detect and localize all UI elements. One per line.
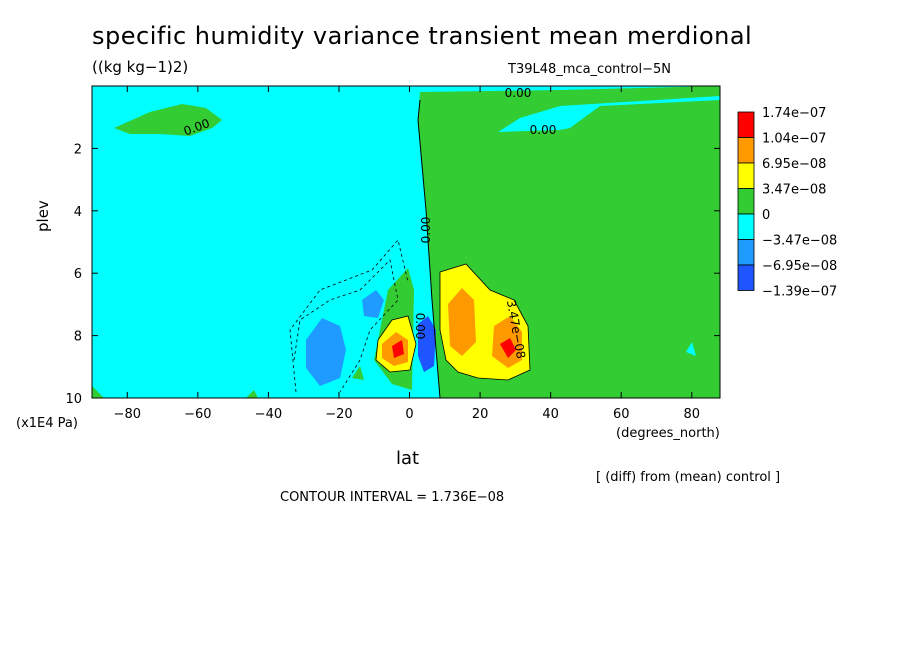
colorbar-label: 0 xyxy=(762,208,770,223)
colorbar-swatch xyxy=(737,213,755,240)
colorbar-label: 1.04e−07 xyxy=(762,132,826,147)
colorbar-swatch xyxy=(737,162,755,189)
field-blue-south-2 xyxy=(362,290,384,318)
contour-pos-line-2 xyxy=(375,315,417,373)
contour-interval-text: CONTOUR INTERVAL = 1.736E−08 xyxy=(280,490,505,505)
y-axis-label: plev xyxy=(34,200,52,232)
colorbar-swatch xyxy=(737,111,755,138)
y-tick-label: 4 xyxy=(74,205,82,220)
field-cyan-notch xyxy=(498,96,720,132)
contour-neg-dashed-1 xyxy=(293,259,399,393)
x-tick-label: 60 xyxy=(613,407,630,422)
colorbar-label: −6.95e−08 xyxy=(762,259,837,274)
x-tick-label: −80 xyxy=(114,407,141,422)
x-tick-label: −20 xyxy=(325,407,352,422)
x-tick-label: 80 xyxy=(684,407,701,422)
contour-label: 0.00 xyxy=(419,217,433,244)
y-tick-label: 2 xyxy=(74,142,82,157)
units-label: ((kg kg−1)2) xyxy=(92,58,189,76)
y-axis: 2 4 6 8 10 xyxy=(65,142,720,407)
contour-neg-dashed-2 xyxy=(289,239,409,393)
colorbar-swatch xyxy=(737,137,755,164)
colorbar-label: 6.95e−08 xyxy=(762,157,826,172)
field-green-dot-3 xyxy=(92,386,104,398)
contour-label: 0.00 xyxy=(505,86,532,100)
x-axis-label: lat xyxy=(396,448,420,469)
field-blue-sw xyxy=(306,318,346,386)
field-red-peak-2 xyxy=(392,340,404,358)
contour-zero-line xyxy=(417,99,441,398)
colorbar-swatch xyxy=(737,239,755,266)
x-tick-label: −60 xyxy=(184,407,211,422)
run-label: T39L48_mca_control−5N xyxy=(508,62,671,77)
colorbar-label: 3.47e−08 xyxy=(762,183,826,198)
colorbar-label: 1.74e−07 xyxy=(762,106,826,121)
field-blue-equator xyxy=(418,316,436,372)
contour-pos-line-1 xyxy=(439,263,531,381)
field-red-peak-1 xyxy=(500,338,516,358)
y-units-label: (x1E4 Pa) xyxy=(16,416,78,431)
contour-label: 0.00 xyxy=(413,313,427,340)
colorbar-swatch xyxy=(737,188,755,215)
field-green-patch-nw xyxy=(114,104,222,136)
colorbar-label: −3.47e−08 xyxy=(762,234,837,249)
field-orange-north xyxy=(448,288,476,356)
colorbar-label: −1.39e−07 xyxy=(762,285,837,300)
plot-frame xyxy=(91,85,721,399)
contour-label: 0.00 xyxy=(530,123,557,137)
y-tick-label: 6 xyxy=(74,267,82,282)
diff-note: [ (diff) from (mean) control ] xyxy=(596,470,781,485)
x-units-label: (degrees_north) xyxy=(616,426,720,441)
field-green-top xyxy=(420,86,720,114)
y-tick-label: 10 xyxy=(65,392,82,407)
colorbar-swatch xyxy=(737,264,755,291)
x-tick-label: 0 xyxy=(405,407,413,422)
field-green-dot-1 xyxy=(352,366,364,380)
contour-fills xyxy=(92,86,720,398)
field-green-dot-2 xyxy=(246,390,258,398)
x-tick-label: 40 xyxy=(542,407,559,422)
chart-title: specific humidity variance transient mea… xyxy=(92,22,753,50)
x-tick-label: −40 xyxy=(255,407,282,422)
colorbar: 1.74e−07 1.04e−07 6.95e−08 3.47e−08 0 −3.47e−… xyxy=(737,106,837,300)
x-axis: −80 −60 −40 −20 0 20 40 60 80 xyxy=(114,86,700,422)
y-tick-label: 8 xyxy=(74,330,82,345)
x-tick-label: 20 xyxy=(472,407,489,422)
field-cyan-north-wedge xyxy=(686,342,696,356)
